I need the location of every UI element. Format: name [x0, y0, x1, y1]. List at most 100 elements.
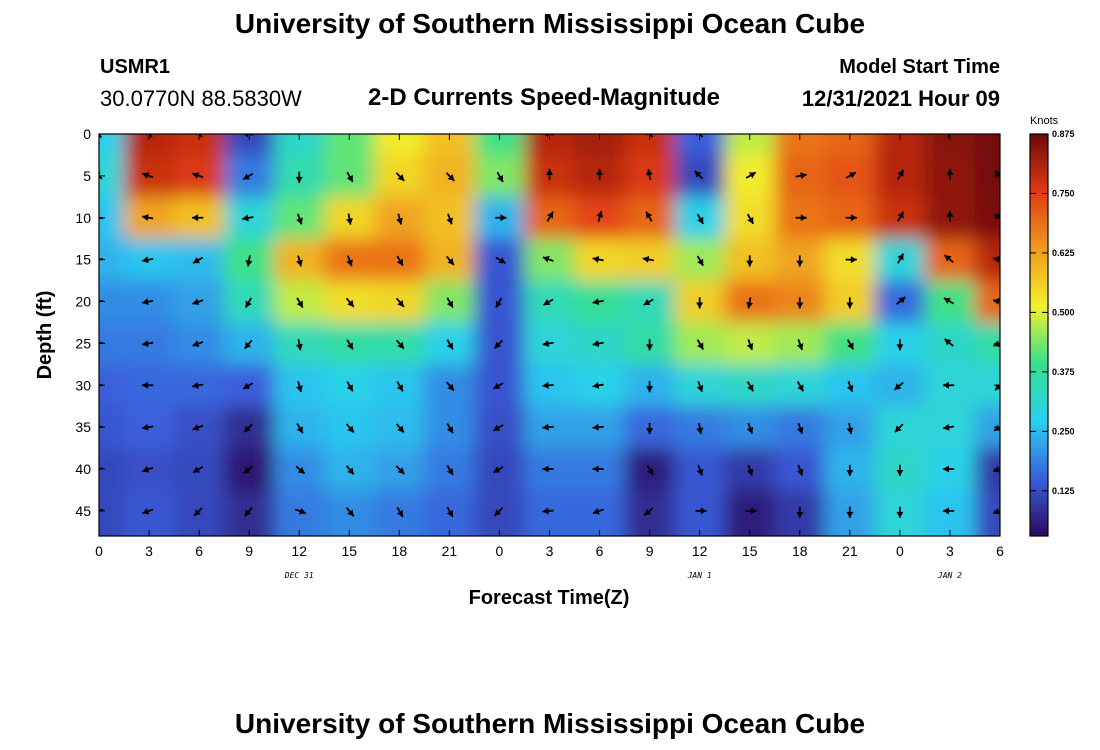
- current-vector: [942, 423, 955, 431]
- current-vector: [142, 172, 154, 179]
- vector-shaft: [99, 134, 102, 139]
- current-vector: [345, 423, 355, 434]
- y-axis-title: Depth (ft): [34, 291, 56, 380]
- vector-head: [898, 297, 906, 304]
- vector-head: [796, 260, 804, 267]
- vector-head: [746, 426, 754, 434]
- vector-head: [796, 468, 804, 476]
- vector-head: [592, 465, 599, 473]
- heatmap-cell: [624, 134, 676, 156]
- current-vector: [242, 214, 254, 222]
- axes: 0 3 6 9 12 15 18 21 0 3 6 9 12 15 18 21 0 3 6 DEC 31 JAN 1 JA…: [75, 126, 1004, 580]
- current-vector: [546, 168, 553, 181]
- current-vector: [746, 464, 754, 476]
- vector-head: [894, 425, 902, 433]
- current-vector: [746, 255, 754, 267]
- vector-head: [447, 174, 455, 181]
- current-vector: [944, 338, 954, 347]
- current-vector: [542, 423, 554, 431]
- vector-head: [846, 511, 854, 518]
- current-vector: [346, 213, 353, 225]
- vector-head: [447, 258, 454, 265]
- vector-head: [700, 507, 707, 515]
- current-vector: [142, 256, 154, 264]
- current-vector: [746, 381, 755, 392]
- current-vector: [592, 298, 604, 306]
- vector-head: [447, 383, 454, 391]
- current-vectors: [92, 134, 1000, 518]
- vector-head: [696, 468, 704, 476]
- current-vector: [745, 507, 757, 515]
- vector-head: [850, 256, 857, 264]
- x-tick-label: 3: [145, 543, 153, 559]
- current-vector: [243, 423, 253, 433]
- current-vector: [243, 465, 253, 475]
- vector-head: [696, 302, 704, 309]
- current-vector: [243, 507, 253, 517]
- vector-head: [92, 466, 99, 473]
- current-vector: [596, 210, 604, 223]
- x-tick-label: 0: [896, 543, 904, 559]
- vector-head: [242, 214, 249, 222]
- vector-head: [296, 300, 303, 308]
- current-vector: [395, 339, 405, 350]
- current-vector: [694, 170, 704, 180]
- current-vector: [942, 465, 955, 473]
- vector-head: [592, 507, 600, 515]
- current-vector: [192, 466, 204, 474]
- vector-head: [446, 468, 453, 476]
- colorbar-tick-label: 0.125: [1052, 486, 1075, 496]
- vector-head: [446, 426, 453, 434]
- vector-head: [396, 509, 403, 517]
- current-vector: [796, 339, 804, 351]
- vector-head: [846, 427, 854, 435]
- vector-head: [746, 468, 754, 476]
- x-tick-label: 9: [646, 543, 654, 559]
- current-vector: [493, 507, 504, 517]
- current-vector: [896, 464, 904, 476]
- current-vector: [845, 171, 857, 179]
- current-vector: [845, 214, 857, 222]
- y-tick-label: 15: [75, 252, 91, 268]
- current-vector: [542, 340, 554, 347]
- heatmap-cell: [724, 489, 776, 536]
- y-tick-label: 35: [75, 419, 91, 435]
- vector-head: [645, 168, 653, 176]
- vector-head: [296, 217, 303, 225]
- vector-head: [347, 509, 354, 517]
- vector-head: [697, 216, 704, 224]
- vector-shaft: [648, 134, 654, 138]
- vector-head: [92, 256, 99, 263]
- current-vector: [943, 297, 955, 305]
- vector-head: [347, 467, 354, 475]
- vector-head: [897, 253, 904, 261]
- colorbar-tick-label: 0.750: [1052, 188, 1075, 198]
- current-vector: [846, 297, 854, 309]
- current-vector: [345, 507, 355, 517]
- model-start-label: Model Start Time: [839, 56, 1000, 78]
- vector-head: [542, 465, 549, 473]
- heatmap-cell: [224, 134, 275, 156]
- vector-head: [592, 381, 600, 389]
- current-vector: [846, 422, 854, 435]
- colorbar-tick-label: 0.625: [1052, 248, 1075, 258]
- current-vector: [345, 465, 355, 475]
- vector-head: [643, 298, 651, 306]
- vector-head: [896, 470, 904, 476]
- current-vector: [192, 381, 204, 389]
- heatmap-cell: [674, 489, 726, 536]
- current-vector: [645, 168, 653, 181]
- vector-head: [142, 172, 150, 179]
- current-vector: [395, 297, 405, 308]
- current-vector: [395, 465, 405, 475]
- heatmap-cell: [99, 489, 125, 536]
- current-vector: [696, 380, 704, 393]
- vector-head: [494, 509, 502, 516]
- vector-head: [142, 466, 150, 473]
- colorbar-tick-label: 0.375: [1052, 367, 1075, 377]
- vector-head: [396, 384, 403, 392]
- vector-head: [498, 257, 506, 264]
- model-start-value: 12/31/2021 Hour 09: [801, 86, 1000, 111]
- current-vector: [99, 134, 102, 139]
- current-vector: [897, 211, 905, 222]
